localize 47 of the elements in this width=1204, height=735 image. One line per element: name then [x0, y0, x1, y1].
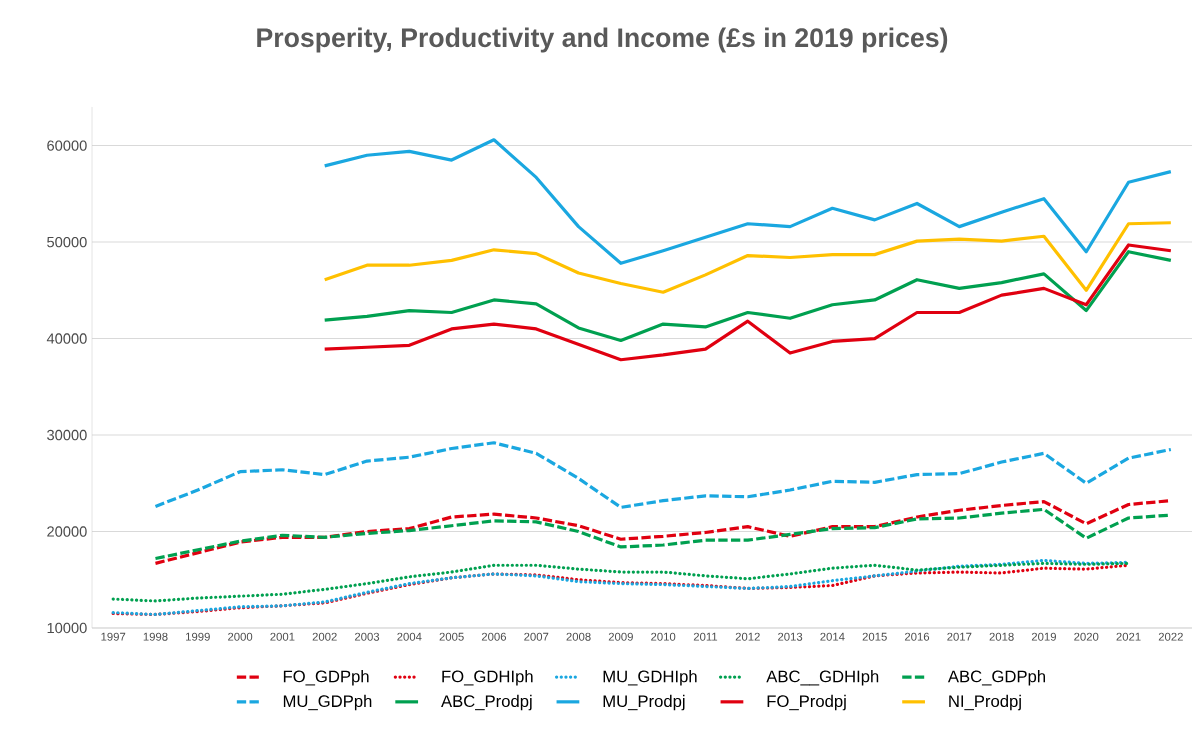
y-tick-label: 30000: [47, 429, 87, 441]
legend-label: ABC_GDPph: [947, 670, 1045, 686]
x-tick-label: 2000: [228, 632, 253, 641]
legend-label: MU_Prodpj: [603, 694, 685, 711]
x-tick-label: 2001: [270, 632, 295, 641]
x-tick-label: 2005: [439, 632, 464, 641]
y-tick-label: 50000: [47, 236, 87, 248]
y-tick-label: 10000: [47, 622, 87, 634]
legend-label: ABC_Prodpj: [441, 694, 532, 711]
x-tick-label: 2010: [651, 632, 676, 641]
x-tick-label: 2002: [312, 632, 337, 641]
x-tick-label: 2020: [1074, 632, 1099, 641]
x-tick-label: 2016: [904, 632, 930, 641]
legend-label: FO_GDPph: [283, 670, 369, 686]
x-tick-label: 1999: [186, 632, 210, 641]
legend-label: FO_GDHIph: [442, 670, 533, 686]
x-tick-label: 2019: [1031, 632, 1056, 641]
legend-label: MU_GDPph: [283, 694, 372, 711]
y-tick-label: 40000: [46, 333, 87, 344]
x-tick-label: 2014: [820, 632, 845, 641]
x-tick-label: 2004: [397, 632, 422, 641]
chart-title: Prosperity, Productivity and Income (£s in 2019 prices): [257, 27, 948, 53]
legend-label: FO_Prodpj: [767, 694, 846, 711]
x-tick-label: 2009: [608, 632, 633, 641]
y-tick-label: 60000: [47, 140, 87, 151]
x-tick-label: 2011: [693, 632, 718, 641]
x-tick-label: 2017: [947, 632, 972, 641]
x-tick-label: 2022: [1158, 632, 1183, 641]
x-tick-label: 2018: [989, 632, 1014, 641]
x-tick-label: 1998: [143, 632, 168, 641]
x-tick-label: 2012: [735, 632, 760, 641]
x-tick-label: 2003: [354, 632, 380, 641]
line-series: [323, 138, 1173, 265]
line-series: [323, 221, 1173, 294]
x-tick-label: 2015: [862, 632, 887, 641]
legend-label: ABC__GDHIph: [766, 670, 879, 686]
y-tick-label: 20000: [47, 526, 87, 537]
x-tick-label: 2007: [524, 632, 549, 641]
legend-label: NI_Prodpj: [949, 694, 1021, 711]
x-tick-label: 2006: [481, 632, 507, 641]
x-tick-label: 2008: [566, 632, 591, 641]
line-series: [323, 250, 1173, 343]
line-series: [153, 441, 1173, 509]
x-tick-label: 2013: [778, 632, 803, 641]
legend-label: MU_GDHIph: [603, 670, 697, 686]
x-tick-label: 2021: [1116, 632, 1141, 641]
x-tick-label: 1997: [101, 632, 126, 641]
